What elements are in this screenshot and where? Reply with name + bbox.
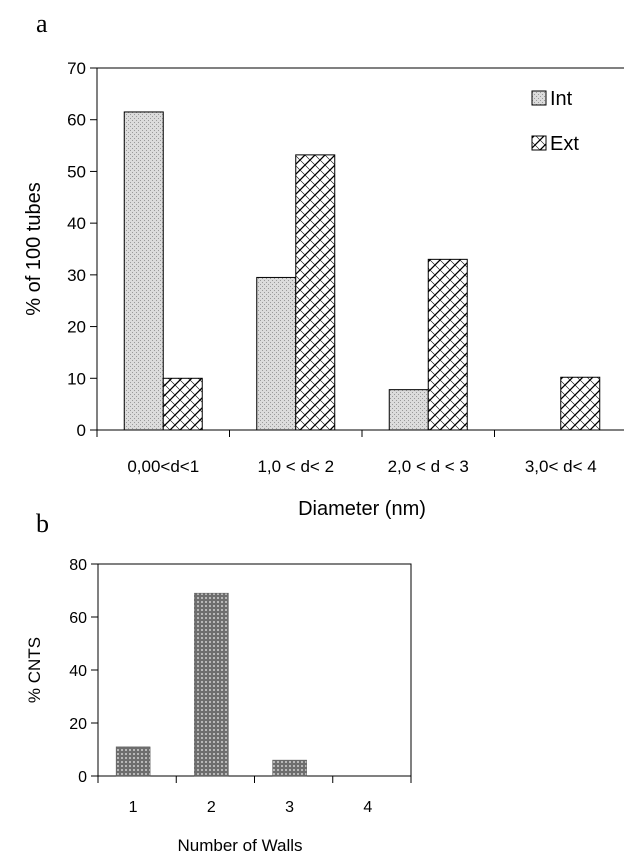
chart-a-y-tick-label: 0 (77, 421, 86, 440)
chart-a-legend-swatch-ext (531, 135, 547, 151)
chart-b-y-tick-label: 60 (69, 610, 87, 627)
chart-a-bar-int (123, 111, 164, 431)
chart-a-x-tick-label: 3,0< d< 4 (525, 457, 597, 476)
chart-b: % CNTS Number of Walls 0 20 40 60 80 1 2 3 4 (25, 557, 412, 855)
chart-b-x-tick-label: 4 (363, 799, 372, 816)
chart-a-y-tick-label: 70 (67, 59, 86, 78)
chart-a-y-axis-title: % of 100 tubes (23, 182, 45, 315)
chart-b-x-tick-label: 1 (129, 799, 138, 816)
chart-b-y-tick-label: 80 (69, 557, 87, 574)
chart-a-bar-ext (295, 154, 336, 431)
chart-a-y-tick-label: 50 (67, 162, 86, 181)
chart-b-plot-frame (97, 563, 412, 777)
chart-a-x-tick-label: 1,0 < d< 2 (257, 457, 334, 476)
chart-a-bar-ext (427, 258, 468, 431)
chart-b-y-axis-title: % CNTS (25, 637, 44, 703)
chart-a-y-tick-label: 20 (67, 318, 86, 337)
panel-b-label: b (36, 509, 49, 538)
chart-a-bar-int (256, 276, 297, 431)
chart-a-y-tick-label: 10 (67, 369, 86, 388)
panel-a-label: a (36, 9, 48, 38)
chart-a-y-tick-label: 60 (67, 111, 86, 130)
chart-a-plot-frame (96, 67, 624, 431)
chart-b-bar (194, 592, 229, 777)
chart-b-bar (115, 746, 151, 777)
chart-a-bar-ext (162, 377, 203, 431)
chart-a-legend-label-ext: Ext (550, 133, 579, 155)
chart-b-bar (272, 759, 307, 777)
chart-a-x-tick-label: 2,0 < d < 3 (388, 457, 469, 476)
chart-b-x-tick-label: 3 (285, 799, 294, 816)
chart-a-x-tick-label: 0,00<d<1 (127, 457, 199, 476)
chart-a-y-tick-label: 30 (67, 266, 86, 285)
chart-a-x-axis-title: Diameter (nm) (298, 498, 426, 520)
chart-a-bar-ext (560, 376, 601, 431)
chart-b-x-tick-label: 2 (207, 799, 216, 816)
chart-b-y-tick-label: 0 (78, 769, 87, 786)
chart-a-legend-swatch-int (531, 90, 547, 106)
chart-b-y-tick-label: 40 (69, 663, 87, 680)
chart-b-y-tick-label: 20 (69, 716, 87, 733)
chart-a-y-tick-label: 40 (67, 214, 86, 233)
chart-a: % of 100 tubes Diameter (nm) 0 10 20 30 40 50… (23, 59, 624, 520)
chart-b-x-axis-title: Number of Walls (177, 836, 302, 855)
chart-a-bar-int (388, 389, 429, 431)
chart-a-legend-label-int: Int (550, 88, 573, 110)
